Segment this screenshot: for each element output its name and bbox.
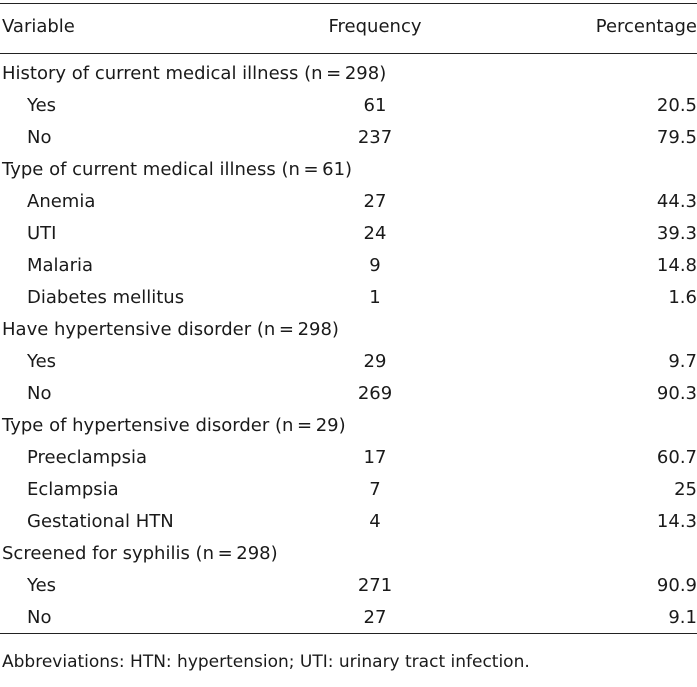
row-label: No — [27, 383, 52, 404]
row-label: Malaria — [27, 255, 94, 276]
table-footnote: Abbreviations: HTN: hypertension; UTI: u… — [2, 652, 530, 672]
row-frequency: 61 — [363, 95, 387, 116]
row-percentage: 44.3 — [656, 191, 697, 212]
row-frequency: 269 — [357, 383, 393, 404]
row-percentage: 39.3 — [656, 223, 697, 244]
group-label: Screened for syphilis (n = 298) — [2, 543, 278, 564]
row-percentage: 25 — [674, 479, 697, 500]
row-percentage: 79.5 — [656, 127, 697, 148]
header-percentage: Percentage — [595, 16, 697, 37]
row-label: No — [27, 607, 52, 628]
header-frequency: Frequency — [328, 16, 422, 37]
row-label: No — [27, 127, 52, 148]
table-group-row: History of current medical illness (n = … — [0, 58, 697, 90]
group-label: Have hypertensive disorder (n = 298) — [2, 319, 339, 340]
table-row: Anemia 27 44.3 — [0, 186, 697, 218]
row-frequency: 271 — [357, 575, 393, 596]
row-label: Yes — [27, 95, 57, 116]
table-row: Diabetes mellitus 1 1.6 — [0, 282, 697, 314]
group-label: History of current medical illness (n = … — [2, 63, 387, 84]
table-row: Gestational HTN 4 14.3 — [0, 506, 697, 538]
row-percentage: 9.1 — [668, 607, 697, 628]
table-row: Yes 29 9.7 — [0, 346, 697, 378]
row-frequency: 29 — [363, 351, 387, 372]
table-header-row: Variable Frequency Percentage — [0, 9, 697, 45]
table-row: No 27 9.1 — [0, 602, 697, 634]
row-frequency: 24 — [363, 223, 387, 244]
table-row: Preeclampsia 17 60.7 — [0, 442, 697, 474]
table-bottom-rule — [0, 633, 697, 634]
table-row: No 269 90.3 — [0, 378, 697, 410]
table-row: UTI 24 39.3 — [0, 218, 697, 250]
row-label: Gestational HTN — [27, 511, 174, 532]
row-percentage: 60.7 — [656, 447, 697, 468]
row-label: UTI — [27, 223, 57, 244]
row-frequency: 27 — [363, 607, 387, 628]
row-label: Yes — [27, 575, 57, 596]
group-label: Type of current medical illness (n = 61) — [2, 159, 353, 180]
row-frequency: 4 — [369, 511, 381, 532]
row-percentage: 14.3 — [656, 511, 697, 532]
table-header-rule — [0, 53, 697, 54]
table-row: Eclampsia 7 25 — [0, 474, 697, 506]
table-group-row: Have hypertensive disorder (n = 298) — [0, 314, 697, 346]
row-label: Preeclampsia — [27, 447, 147, 468]
row-label: Yes — [27, 351, 57, 372]
header-variable: Variable — [2, 16, 75, 37]
row-label: Anemia — [27, 191, 96, 212]
table-group-row: Type of current medical illness (n = 61) — [0, 154, 697, 186]
table-group-row: Type of hypertensive disorder (n = 29) — [0, 410, 697, 442]
table-row: No 237 79.5 — [0, 122, 697, 154]
row-label: Eclampsia — [27, 479, 119, 500]
row-frequency: 237 — [357, 127, 393, 148]
row-percentage: 1.6 — [668, 287, 697, 308]
table-row: Yes 271 90.9 — [0, 570, 697, 602]
row-frequency: 9 — [369, 255, 381, 276]
table-row: Yes 61 20.5 — [0, 90, 697, 122]
row-frequency: 1 — [369, 287, 381, 308]
row-frequency: 27 — [363, 191, 387, 212]
row-percentage: 90.9 — [656, 575, 697, 596]
row-frequency: 17 — [363, 447, 387, 468]
row-percentage: 14.8 — [656, 255, 697, 276]
table-row: Malaria 9 14.8 — [0, 250, 697, 282]
row-percentage: 90.3 — [656, 383, 697, 404]
row-percentage: 9.7 — [668, 351, 697, 372]
row-percentage: 20.5 — [656, 95, 697, 116]
table-top-rule — [0, 3, 697, 4]
group-label: Type of hypertensive disorder (n = 29) — [2, 415, 346, 436]
table-group-row: Screened for syphilis (n = 298) — [0, 538, 697, 570]
row-frequency: 7 — [369, 479, 381, 500]
row-label: Diabetes mellitus — [27, 287, 185, 308]
